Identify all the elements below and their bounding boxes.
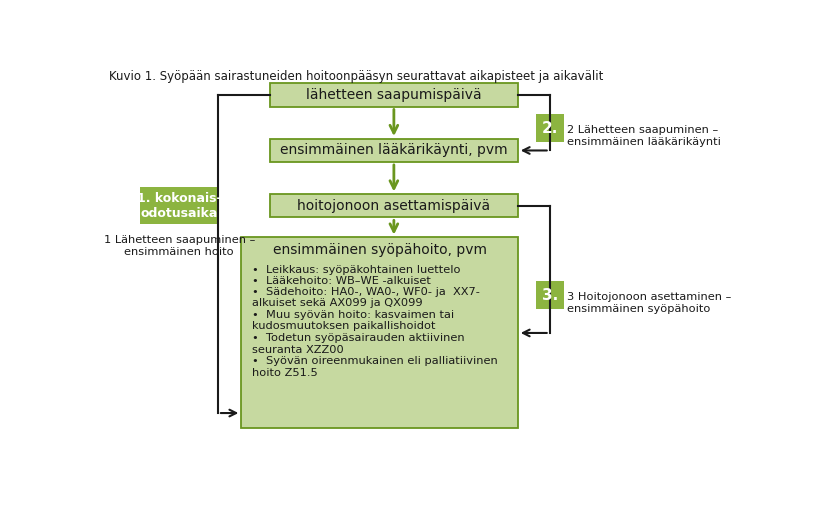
FancyBboxPatch shape xyxy=(536,281,563,309)
Text: ensimmäinen syöpähoito, pvm: ensimmäinen syöpähoito, pvm xyxy=(273,243,487,257)
Text: ensimmäinen lääkärikäynti, pvm: ensimmäinen lääkärikäynti, pvm xyxy=(280,143,508,157)
Text: Kuvio 1. Syöpään sairastuneiden hoitoonpääsyn seurattavat aikapisteet ja aikaväl: Kuvio 1. Syöpään sairastuneiden hoitoonp… xyxy=(110,70,604,83)
Text: 2 Lähetteen saapuminen –
ensimmäinen lääkärikäynti: 2 Lähetteen saapuminen – ensimmäinen lää… xyxy=(567,125,721,147)
Text: lähetteen saapumispäivä: lähetteen saapumispäivä xyxy=(306,88,482,102)
Text: 3.: 3. xyxy=(542,288,558,303)
FancyBboxPatch shape xyxy=(241,237,518,428)
Text: 1 Lähetteen saapuminen –
ensimmäinen hoito: 1 Lähetteen saapuminen – ensimmäinen hoi… xyxy=(103,235,255,257)
Text: •  Syövän oireenmukainen eli palliatiivinen
hoito Z51.5: • Syövän oireenmukainen eli palliatiivin… xyxy=(252,356,498,378)
Text: 1. kokonais-
odotusaika: 1. kokonais- odotusaika xyxy=(137,192,221,220)
Text: •  Leikkaus: syöpäkohtainen luettelo: • Leikkaus: syöpäkohtainen luettelo xyxy=(252,265,461,275)
Text: 3 Hoitojonoon asettaminen –
ensimmäinen syöpähoito: 3 Hoitojonoon asettaminen – ensimmäinen … xyxy=(567,292,732,314)
FancyBboxPatch shape xyxy=(536,114,563,142)
Text: •  Muu syövän hoito: kasvaimen tai
kudosmuutoksen paikallishoidot: • Muu syövän hoito: kasvaimen tai kudosm… xyxy=(252,310,454,331)
Text: hoitojonoon asettamispäivä: hoitojonoon asettamispäivä xyxy=(297,199,491,213)
FancyBboxPatch shape xyxy=(270,195,518,217)
Text: •  Sädehoito: HA0-, WA0-, WF0- ja  XX7-
alkuiset sekä AX099 ja QX099: • Sädehoito: HA0-, WA0-, WF0- ja XX7- al… xyxy=(252,287,480,309)
FancyBboxPatch shape xyxy=(270,139,518,162)
Text: 2.: 2. xyxy=(542,121,558,136)
FancyBboxPatch shape xyxy=(140,187,218,224)
FancyBboxPatch shape xyxy=(270,84,518,107)
Text: •  Lääkehoito: WB–WE -alkuiset: • Lääkehoito: WB–WE -alkuiset xyxy=(252,276,431,286)
Text: •  Todetun syöpäsairauden aktiivinen
seuranta XZZ00: • Todetun syöpäsairauden aktiivinen seur… xyxy=(252,333,465,354)
